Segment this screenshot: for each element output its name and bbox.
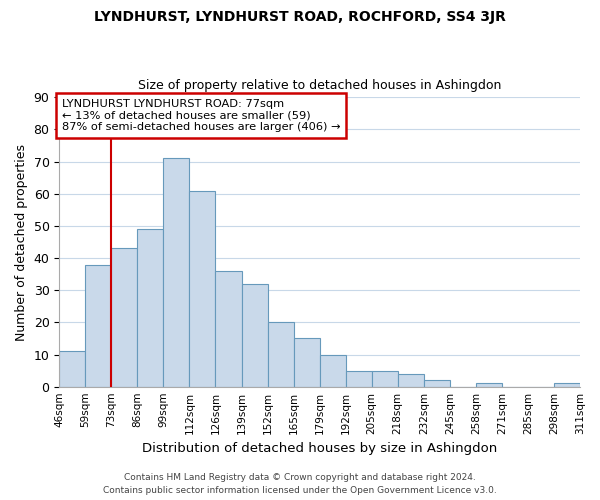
Bar [163, 158, 190, 386]
Bar [293, 338, 320, 386]
Bar [424, 380, 450, 386]
Bar [476, 384, 502, 386]
Bar [346, 370, 372, 386]
X-axis label: Distribution of detached houses by size in Ashingdon: Distribution of detached houses by size … [142, 442, 497, 455]
Bar [398, 374, 424, 386]
Bar [59, 352, 85, 386]
Bar [112, 248, 137, 386]
Text: Contains HM Land Registry data © Crown copyright and database right 2024.
Contai: Contains HM Land Registry data © Crown c… [103, 474, 497, 495]
Bar [137, 229, 163, 386]
Bar [190, 190, 215, 386]
Bar [268, 322, 293, 386]
Text: LYNDHURST LYNDHURST ROAD: 77sqm
← 13% of detached houses are smaller (59)
87% of: LYNDHURST LYNDHURST ROAD: 77sqm ← 13% of… [62, 99, 340, 132]
Text: LYNDHURST, LYNDHURST ROAD, ROCHFORD, SS4 3JR: LYNDHURST, LYNDHURST ROAD, ROCHFORD, SS4… [94, 10, 506, 24]
Bar [242, 284, 268, 386]
Bar [215, 271, 242, 386]
Title: Size of property relative to detached houses in Ashingdon: Size of property relative to detached ho… [138, 79, 502, 92]
Bar [85, 264, 112, 386]
Bar [320, 354, 346, 386]
Bar [372, 370, 398, 386]
Y-axis label: Number of detached properties: Number of detached properties [15, 144, 28, 340]
Bar [554, 384, 580, 386]
